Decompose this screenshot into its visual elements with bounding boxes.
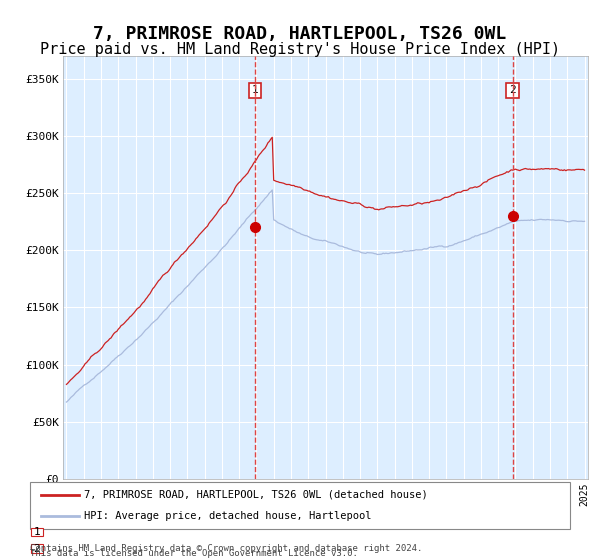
Text: 1: 1	[33, 527, 40, 537]
Text: This data is licensed under the Open Government Licence v3.0.: This data is licensed under the Open Gov…	[30, 549, 358, 558]
Text: HPI: Average price, detached house, Hartlepool: HPI: Average price, detached house, Hart…	[84, 511, 371, 521]
Text: 1: 1	[251, 85, 258, 95]
Text: Price paid vs. HM Land Registry's House Price Index (HPI): Price paid vs. HM Land Registry's House …	[40, 42, 560, 57]
Text: 2: 2	[33, 544, 40, 554]
FancyBboxPatch shape	[30, 482, 570, 529]
Text: 7, PRIMROSE ROAD, HARTLEPOOL, TS26 0WL: 7, PRIMROSE ROAD, HARTLEPOOL, TS26 0WL	[94, 25, 506, 43]
FancyBboxPatch shape	[31, 544, 43, 553]
Text: 2: 2	[509, 85, 516, 95]
Text: 7, PRIMROSE ROAD, HARTLEPOOL, TS26 0WL (detached house): 7, PRIMROSE ROAD, HARTLEPOOL, TS26 0WL (…	[84, 490, 428, 500]
FancyBboxPatch shape	[31, 528, 43, 536]
Text: Contains HM Land Registry data © Crown copyright and database right 2024.: Contains HM Land Registry data © Crown c…	[30, 544, 422, 553]
